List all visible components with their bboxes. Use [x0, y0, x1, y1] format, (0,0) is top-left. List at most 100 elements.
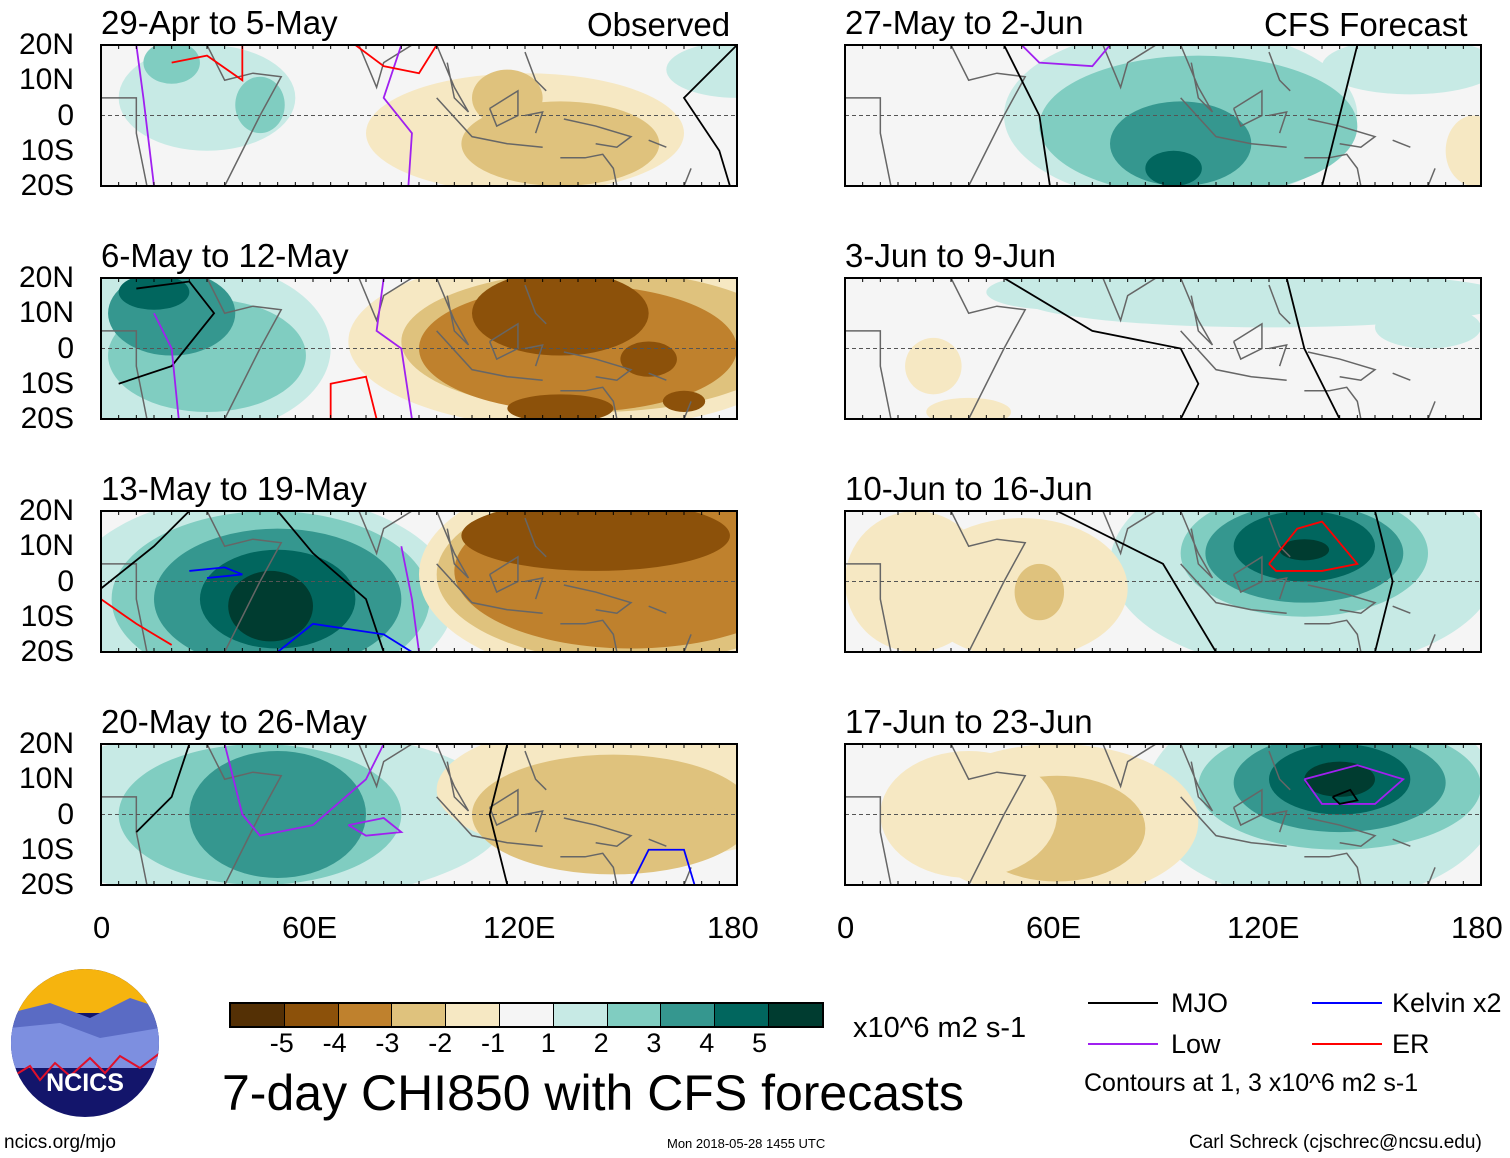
anomaly-region [986, 278, 1128, 310]
coastline [1179, 278, 1214, 346]
wave-contour [382, 45, 413, 186]
anomaly-region [1279, 539, 1330, 561]
anomaly-region [228, 570, 313, 642]
legend-kelvin-line [1312, 1002, 1382, 1004]
wave-contour [1374, 511, 1394, 652]
coastline [1179, 45, 1214, 113]
coastline [1268, 284, 1291, 325]
map-panel [844, 277, 1482, 420]
longitude-label: 60E [1026, 910, 1082, 945]
anomaly-region [666, 45, 737, 98]
latitude-label: 0 [57, 98, 74, 132]
anomaly-region [926, 397, 1012, 419]
coastline [683, 168, 692, 186]
coastline [435, 744, 470, 812]
wave-contour [347, 817, 404, 837]
anomaly-region [1014, 563, 1065, 621]
latitude-label: 10N [18, 529, 74, 563]
latitude-label: 10S [20, 133, 74, 167]
wave-contour [400, 546, 420, 652]
panel-title: 29-Apr to 5-May [101, 4, 338, 41]
wave-contour [171, 45, 244, 82]
coastline [648, 605, 667, 614]
wave-contour [329, 375, 378, 419]
colorbar-tick-label: -3 [375, 1028, 400, 1058]
colorbar-swatch [553, 1004, 608, 1026]
wave-contour [276, 511, 385, 652]
coastline [524, 809, 544, 833]
coastline [1179, 511, 1214, 579]
coastline [560, 153, 618, 186]
wave-contour [630, 848, 696, 885]
coastline [563, 351, 633, 382]
anomaly-region [1304, 761, 1375, 797]
colorbar-swatch [499, 1004, 554, 1026]
wave-contour [118, 280, 216, 385]
coastline [524, 110, 544, 134]
coastline [1102, 278, 1157, 323]
panel-title: 17-Jun to 23-Jun [845, 703, 1093, 740]
coastline [524, 750, 547, 791]
colorbar-tick-label: -2 [428, 1028, 453, 1058]
coastline [1179, 744, 1214, 812]
colorbar-tick-label: -4 [322, 1028, 347, 1058]
latitude-label: 20N [18, 261, 74, 294]
colorbar-tick-label: -5 [269, 1028, 294, 1058]
coastline [436, 796, 543, 847]
wave-contour [1003, 278, 1200, 419]
footer-url[interactable]: ncics.org/mjo [4, 1132, 116, 1153]
colorbar-tick-label: -1 [481, 1028, 506, 1058]
longitude-label: 120E [1227, 910, 1300, 945]
coastline [648, 372, 667, 381]
wave-contour [1021, 45, 1111, 68]
latitude-label: 10N [18, 296, 74, 330]
colorbar-tick-label: 2 [593, 1028, 609, 1058]
colorbar-swatch [607, 1004, 662, 1026]
coastline [648, 838, 667, 847]
coastline [358, 511, 413, 556]
coastline [1268, 51, 1291, 92]
figure-title: 7-day CHI850 with CFS forecasts [222, 1065, 964, 1121]
panel-title: 27-May to 2-Jun [845, 4, 1084, 41]
wave-contour [153, 312, 180, 419]
longitude-label: 120E [483, 910, 556, 945]
colorbar-swatch [715, 1004, 769, 1026]
anomaly-region [1375, 306, 1481, 349]
coastline [1304, 153, 1362, 186]
colorbar-swatch [768, 1004, 822, 1026]
latitude-label: 20N [18, 28, 74, 61]
map-panel [100, 743, 738, 886]
coastline [1268, 809, 1288, 833]
wave-contour [682, 45, 737, 186]
coastline [563, 584, 633, 615]
panel-title: 13-May to 19-May [101, 470, 367, 507]
wave-contour [101, 598, 173, 646]
wave-contour [1268, 520, 1359, 572]
wave-contour [223, 744, 385, 837]
longitude-label: 0 [837, 910, 855, 945]
coastline [1307, 351, 1377, 382]
coastline [524, 576, 544, 600]
coastline [1180, 330, 1287, 381]
coastline [1427, 168, 1436, 186]
anomaly-region [1110, 101, 1252, 186]
coastline [1392, 372, 1411, 381]
colorbar-tick-label: 5 [752, 1028, 768, 1058]
coastline [1392, 838, 1411, 847]
ncics-logo: NCICS [11, 969, 159, 1117]
latitude-label: 10N [18, 762, 74, 796]
coastline [436, 330, 543, 381]
wave-contour [277, 622, 413, 652]
legend-er-line [1312, 1043, 1382, 1045]
coastline [435, 278, 470, 346]
longitude-label: 0 [93, 910, 111, 945]
colorbar-units: x10^6 m2 s-1 [853, 1012, 1027, 1044]
map-panel [100, 510, 738, 653]
colorbar-tick-label: 3 [646, 1028, 662, 1058]
anomaly-region [880, 751, 1057, 878]
coastline [1427, 634, 1436, 652]
coastline [950, 278, 1027, 419]
footer-author: Carl Schreck (cjschrec@ncsu.edu) [1189, 1132, 1482, 1153]
wave-contour [135, 45, 155, 186]
